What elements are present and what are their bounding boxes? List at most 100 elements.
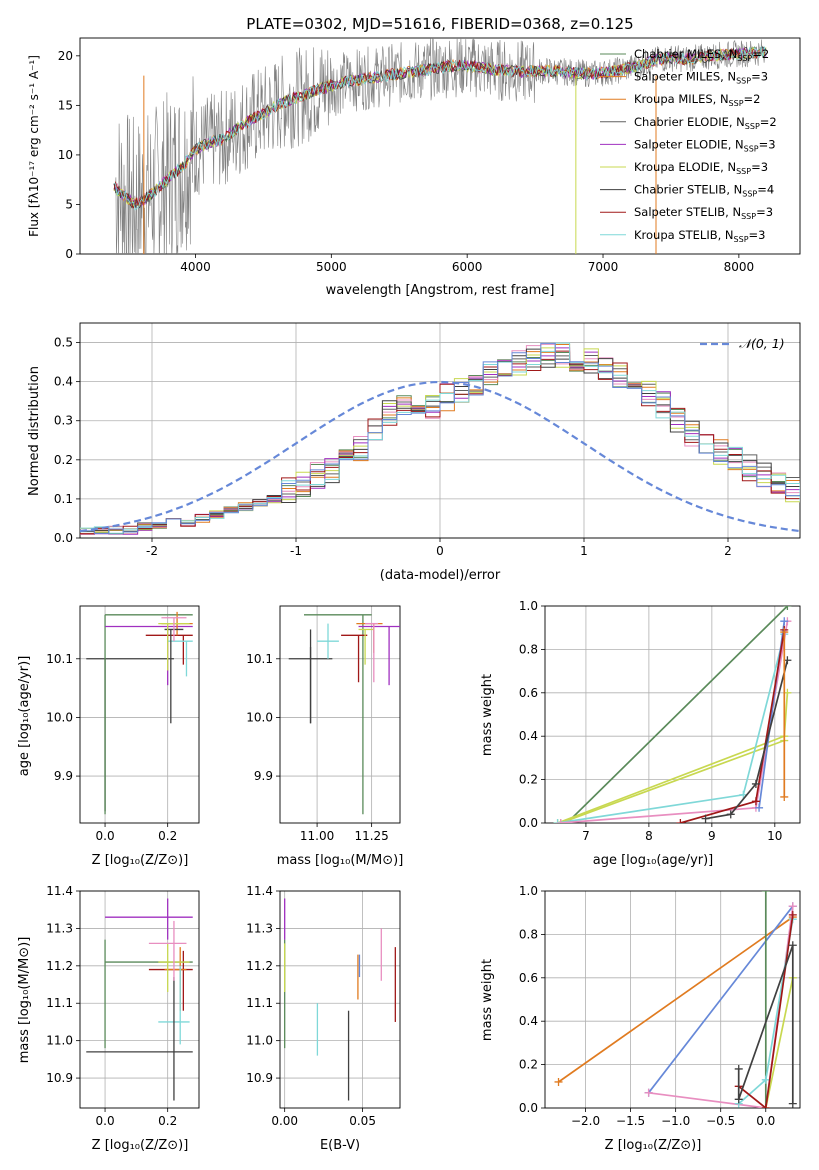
x-tick-label: -2 xyxy=(146,544,158,558)
plus-marker xyxy=(556,819,565,823)
weight-series-line xyxy=(705,660,789,820)
legend-label: Chabrier STELIB, NSSP=4 xyxy=(634,183,774,199)
y-tick-label: 0.0 xyxy=(519,816,538,830)
x-tick-label: 6000 xyxy=(452,260,483,274)
weight-z-ylabel: mass weight xyxy=(480,959,495,1041)
x-tick-label: 0.05 xyxy=(349,1114,376,1128)
y-tick-label: 10.1 xyxy=(46,652,73,666)
y-tick-label: 0.4 xyxy=(519,1014,538,1028)
plus-marker xyxy=(788,910,797,919)
x-tick-label: 11.25 xyxy=(354,829,388,843)
weight-series-line xyxy=(557,633,786,823)
y-tick-label: 0.8 xyxy=(519,927,538,941)
y-tick-label: 11.1 xyxy=(46,996,73,1010)
weight-series-line xyxy=(647,905,794,1094)
y-tick-label: 0.6 xyxy=(519,971,538,985)
y-tick-label: 0.2 xyxy=(519,1058,538,1072)
y-tick-label: 1.0 xyxy=(519,599,538,613)
weight-lines xyxy=(553,606,792,823)
x-tick-label: 0 xyxy=(436,544,444,558)
histogram-series xyxy=(80,347,800,533)
plus-marker xyxy=(734,1095,743,1104)
x-tick-label: 9 xyxy=(708,829,716,843)
plot-frame xyxy=(79,37,801,255)
weight-series-line xyxy=(566,606,788,823)
plus-marker xyxy=(788,941,797,950)
weight-series-line xyxy=(737,945,794,1104)
figure-title: PLATE=0302, MJD=51616, FIBERID=0368, z=0… xyxy=(246,15,633,33)
y-tick-label: 0.3 xyxy=(54,414,73,428)
legend-label: Kroupa STELIB, NSSP=3 xyxy=(634,228,765,244)
mass-vs-ebv-panel: E(B-V) 0.00 0.05 10.9 11.0 11.1 11.2 11.3 11.4 xyxy=(246,884,401,1153)
y-tick-label: 10.0 xyxy=(46,710,73,724)
x-tick-label: −0.5 xyxy=(706,1114,735,1128)
plus-marker xyxy=(554,1077,563,1086)
histogram-series xyxy=(80,347,800,535)
y-tick-label: 0.4 xyxy=(54,375,73,389)
legend-label: Salpeter STELIB, NSSP=3 xyxy=(634,205,773,221)
plus-marker xyxy=(755,803,764,812)
plus-marker xyxy=(780,617,789,626)
mass-ebv-xlabel: E(B-V) xyxy=(320,1138,360,1153)
plot-frame xyxy=(279,890,401,1109)
x-tick-label: 8000 xyxy=(724,260,755,274)
x-tick-label: −2.0 xyxy=(571,1114,600,1128)
errorbar-points xyxy=(284,898,396,1101)
legend-label: Salpeter ELODIE, NSSP=3 xyxy=(634,137,776,153)
plus-marker xyxy=(780,792,789,801)
x-tick-label: 0.0 xyxy=(96,829,115,843)
plus-marker xyxy=(788,1099,797,1108)
mass-z-xlabel: Z [log₁₀(Z/Z⊙)] xyxy=(92,1138,189,1153)
plus-marker xyxy=(788,902,797,911)
legend-label: 𝒩(0, 1) xyxy=(739,336,785,351)
x-tick-label: -1 xyxy=(290,544,302,558)
y-tick-label: 9.9 xyxy=(54,769,73,783)
plus-marker xyxy=(644,1088,653,1097)
errorbar-points xyxy=(86,611,193,815)
plot-frame xyxy=(79,322,801,539)
plus-marker xyxy=(783,606,792,610)
x-tick-label: 0.00 xyxy=(271,1114,298,1128)
y-tick-label: 11.0 xyxy=(246,1034,273,1048)
y-tick-label: 10.0 xyxy=(246,710,273,724)
spectrum-xlabel: wavelength [Angstrom, rest frame] xyxy=(326,283,555,298)
weight-series-line xyxy=(560,621,789,823)
plus-marker xyxy=(676,819,685,823)
weight-series-line xyxy=(764,977,794,1108)
plus-marker xyxy=(751,797,760,806)
y-tick-label: 11.1 xyxy=(246,996,273,1010)
age-vs-metallicity-panel: Z [log₁₀(Z/Z⊙)] age [log₁₀(age/yr)] 0.0 0… xyxy=(17,605,200,868)
plus-marker xyxy=(553,819,562,823)
age-z-xlabel: Z [log₁₀(Z/Z⊙)] xyxy=(92,853,189,868)
plus-marker xyxy=(761,1104,770,1108)
weight-series-line xyxy=(560,739,785,823)
legend-label: Chabrier MILES, NSSP=2 xyxy=(634,47,769,63)
plot-frame xyxy=(79,605,200,824)
legend-label: Kroupa ELODIE, NSSP=3 xyxy=(634,160,768,176)
histogram-series xyxy=(80,343,800,530)
weight-vs-metallicity-panel: Z [log₁₀(Z/Z⊙)] mass weight −2.0 −1.5 −1.0… xyxy=(480,884,801,1153)
y-tick-label: 11.4 xyxy=(246,884,273,898)
x-tick-label: 5000 xyxy=(316,260,347,274)
y-tick-label: 11.3 xyxy=(246,921,273,935)
x-tick-label: −1.0 xyxy=(661,1114,690,1128)
y-tick-label: 9.9 xyxy=(254,769,273,783)
histogram-series xyxy=(80,350,800,535)
gaussian-curve xyxy=(80,380,800,533)
y-tick-label: 15 xyxy=(58,98,73,112)
x-tick-label: 0.2 xyxy=(158,1114,177,1128)
age-mass-xlabel: mass [log₁₀(M/M⊙)] xyxy=(277,853,404,868)
plot-frame xyxy=(544,890,801,1109)
spectrum-panel: wavelength [Angstrom, rest frame] Flux [… xyxy=(27,37,801,298)
weight-lines xyxy=(554,891,797,1108)
age-vs-mass-panel: mass [log₁₀(M/M⊙)] 11.00 11.25 9.9 10.0 10.1 xyxy=(246,605,404,868)
x-tick-label: 0.0 xyxy=(96,1114,115,1128)
weight-vs-age-panel: age [log₁₀(age/yr)] mass weight 7 8 9 10 0.0… xyxy=(480,599,801,868)
mass-vs-metallicity-panel: Z [log₁₀(Z/Z⊙)] mass [log₁₀(M/M⊙)] 0.0 0.… xyxy=(17,884,200,1153)
residuals-ylabel: Normed distribution xyxy=(27,366,42,496)
weight-series-line xyxy=(738,914,794,1108)
y-tick-label: 0.4 xyxy=(519,729,538,743)
plus-marker xyxy=(734,1064,743,1073)
x-tick-label: 7 xyxy=(582,829,590,843)
